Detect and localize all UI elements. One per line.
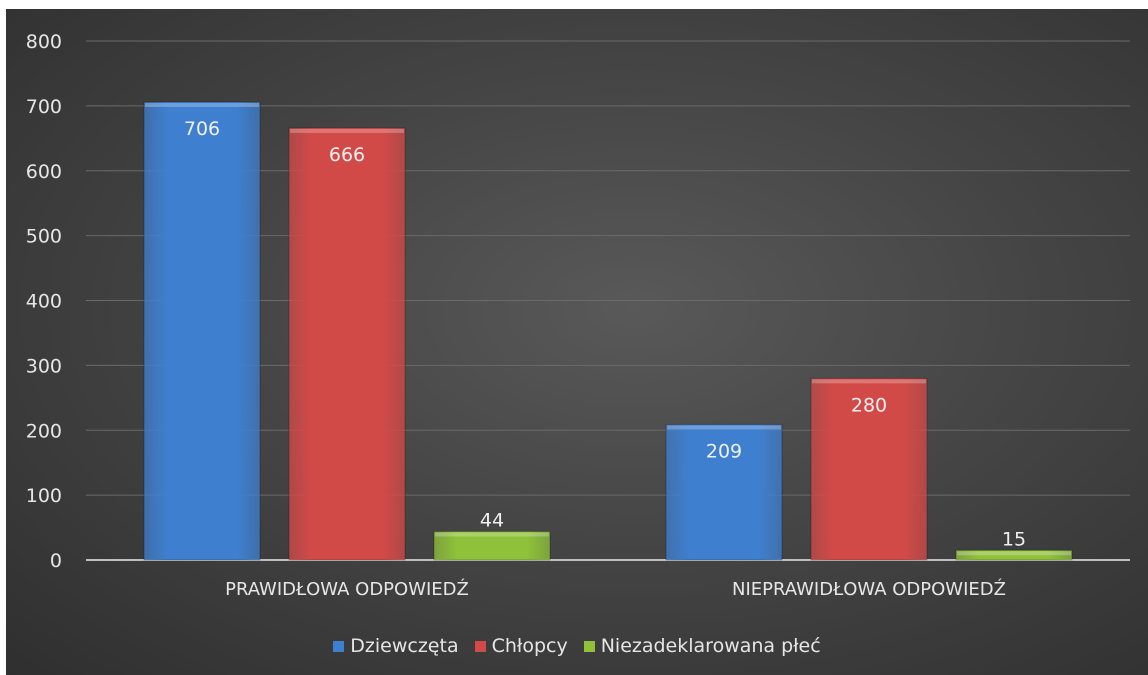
bar-0-2 bbox=[433, 530, 551, 561]
legend-item-chlopcy: Chłopcy bbox=[474, 635, 568, 657]
x-category-label-0: PRAWIDŁOWA ODPOWIEDŹ bbox=[225, 578, 469, 600]
y-tick-label-300: 300 bbox=[26, 355, 62, 377]
x-category-label-1: NIEPRAWIDŁOWA ODPOWIEDŹ bbox=[732, 578, 1006, 600]
y-tick-label-700: 700 bbox=[26, 96, 62, 118]
legend-item-niezadeklarowana: Niezadeklarowana płeć bbox=[583, 635, 821, 657]
legend-item-dziewczeta: Dziewczęta bbox=[333, 635, 459, 657]
bar-1-2 bbox=[955, 549, 1073, 561]
y-tick-label-200: 200 bbox=[26, 420, 62, 442]
bar-1-1 bbox=[810, 377, 928, 561]
legend-swatch-chlopcy bbox=[474, 640, 486, 652]
y-tick-label-800: 800 bbox=[26, 31, 62, 53]
data-label-1-0: 209 bbox=[706, 440, 742, 462]
y-tick-label-600: 600 bbox=[26, 161, 62, 183]
y-tick-label-400: 400 bbox=[26, 291, 62, 313]
legend: Dziewczęta Chłopcy Niezadeklarowana płeć bbox=[6, 627, 1148, 665]
bar-highlight-1-0 bbox=[667, 425, 781, 430]
data-label-0-1: 666 bbox=[329, 144, 365, 166]
bar-chart: 0 100 200 300 400 500 600 700 800 706 666 44 PRAWIDŁ… bbox=[26, 31, 1130, 600]
data-label-0-0: 706 bbox=[184, 118, 220, 140]
legend-swatch-dziewczeta bbox=[333, 640, 345, 652]
bar-highlight-0-0 bbox=[145, 102, 259, 107]
bar-highlight-0-1 bbox=[290, 128, 404, 133]
data-label-1-1: 280 bbox=[851, 394, 887, 416]
bar-highlight-1-1 bbox=[812, 379, 926, 384]
legend-label-niezadeklarowana: Niezadeklarowana płeć bbox=[600, 635, 821, 657]
y-tick-label-100: 100 bbox=[26, 485, 62, 507]
legend-swatch-niezadeklarowana bbox=[583, 640, 595, 652]
data-label-0-2: 44 bbox=[480, 509, 504, 531]
legend-label-dziewczeta: Dziewczęta bbox=[350, 635, 459, 657]
bar-1-0 bbox=[665, 423, 783, 561]
legend-label-chlopcy: Chłopcy bbox=[491, 635, 568, 657]
bar-0-1 bbox=[288, 127, 406, 561]
y-tick-label-500: 500 bbox=[26, 226, 62, 248]
y-tick-label-0: 0 bbox=[50, 550, 62, 572]
bar-highlight-0-2 bbox=[435, 532, 549, 537]
chart-area: 0 100 200 300 400 500 600 700 800 706 666 44 PRAWIDŁ… bbox=[6, 9, 1148, 675]
bar-0-0 bbox=[143, 101, 261, 561]
bar-highlight-1-2 bbox=[957, 551, 1071, 556]
data-label-1-2: 15 bbox=[1002, 528, 1026, 550]
